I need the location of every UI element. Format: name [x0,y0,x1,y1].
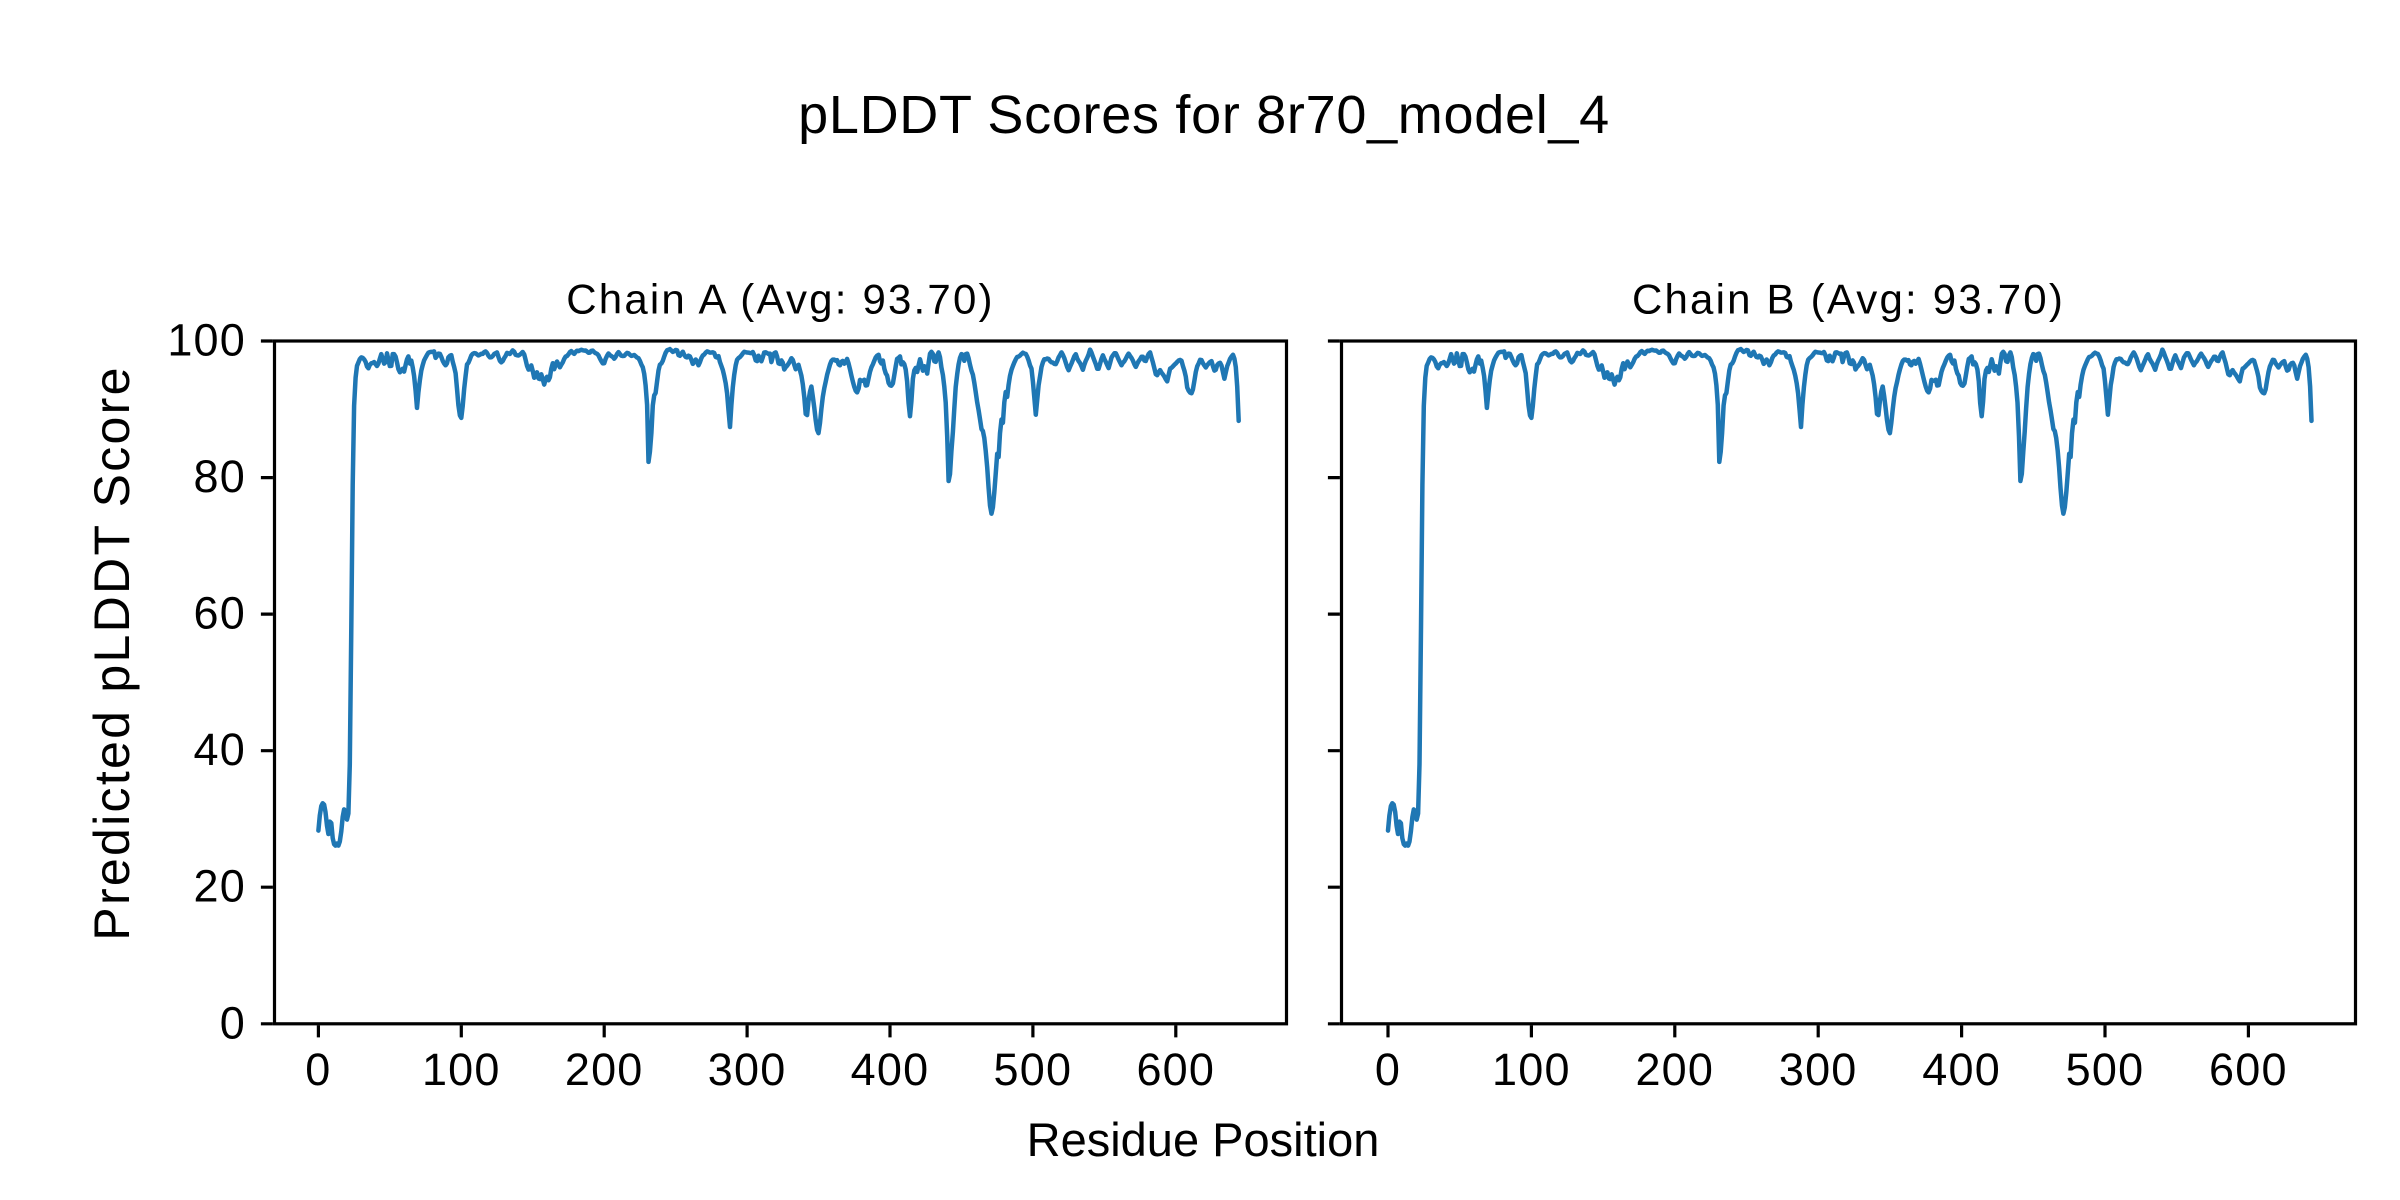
svg-text:500: 500 [994,1044,1073,1095]
svg-text:Residue Position: Residue Position [1027,1113,1380,1166]
svg-text:600: 600 [1136,1044,1215,1095]
svg-text:0: 0 [220,997,246,1048]
svg-text:80: 80 [194,451,246,502]
svg-text:Predicted pLDDT Score: Predicted pLDDT Score [84,365,140,940]
svg-text:Chain A (Avg: 93.70): Chain A (Avg: 93.70) [566,276,994,323]
svg-text:600: 600 [2209,1044,2288,1095]
svg-text:100: 100 [422,1044,501,1095]
svg-text:200: 200 [1635,1044,1714,1095]
svg-text:400: 400 [851,1044,930,1095]
svg-text:60: 60 [194,588,246,639]
svg-text:pLDDT Scores for 8r70_model_4: pLDDT Scores for 8r70_model_4 [798,85,1610,145]
svg-text:500: 500 [2066,1044,2145,1095]
svg-text:100: 100 [1492,1044,1571,1095]
svg-text:Chain B (Avg: 93.70): Chain B (Avg: 93.70) [1632,276,2065,323]
svg-text:400: 400 [1922,1044,2001,1095]
svg-text:0: 0 [305,1044,331,1095]
svg-text:300: 300 [1779,1044,1858,1095]
svg-text:40: 40 [194,724,246,775]
svg-text:0: 0 [1375,1044,1401,1095]
svg-text:200: 200 [565,1044,644,1095]
svg-text:300: 300 [708,1044,787,1095]
svg-text:100: 100 [167,315,246,366]
svg-text:20: 20 [194,861,246,912]
